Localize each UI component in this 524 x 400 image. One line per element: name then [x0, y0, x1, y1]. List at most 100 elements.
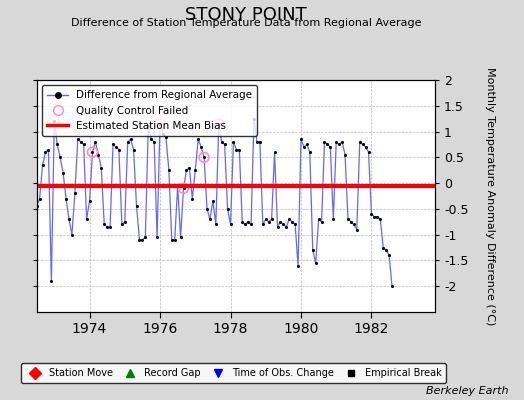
Point [170, 237, 179, 243]
Point [147, 136, 156, 142]
Point [50, 118, 59, 124]
Point [173, 182, 182, 189]
Point [156, 121, 164, 127]
Point [285, 216, 293, 222]
Point [179, 185, 188, 192]
Point [44, 146, 52, 153]
Point [32, 203, 41, 210]
Point [291, 221, 299, 228]
Point [36, 195, 44, 202]
Point [106, 224, 114, 230]
Point [62, 195, 70, 202]
Point [47, 278, 56, 284]
Point [165, 167, 173, 174]
Point [350, 221, 358, 228]
Point [309, 247, 317, 253]
Point [282, 224, 290, 230]
Point [41, 149, 50, 155]
Point [103, 224, 112, 230]
Point [144, 123, 152, 130]
Point [85, 198, 94, 204]
Point [29, 190, 38, 197]
Point [274, 224, 282, 230]
Point [53, 141, 61, 148]
Point [318, 218, 326, 225]
Point [364, 149, 373, 155]
Legend: Difference from Regional Average, Quality Control Failed, Estimated Station Mean: Difference from Regional Average, Qualit… [42, 85, 257, 136]
Point [323, 141, 332, 148]
Point [73, 136, 82, 142]
Point [82, 216, 91, 222]
Point [256, 139, 264, 145]
Point [270, 149, 279, 155]
Point [197, 144, 205, 150]
Point [230, 139, 238, 145]
Point [97, 164, 105, 171]
Point [200, 154, 208, 160]
Point [226, 221, 235, 228]
Point [118, 221, 126, 228]
Point [129, 146, 138, 153]
Point [370, 214, 379, 220]
Point [138, 237, 147, 243]
Point [235, 146, 244, 153]
Point [24, 152, 32, 158]
Point [38, 162, 47, 168]
Point [382, 247, 390, 253]
Point [206, 216, 214, 222]
Point [94, 152, 103, 158]
Point [65, 216, 73, 222]
Point [80, 141, 88, 148]
Point [259, 221, 267, 228]
Y-axis label: Monthly Temperature Anomaly Difference (°C): Monthly Temperature Anomaly Difference (… [485, 67, 495, 325]
Point [168, 237, 176, 243]
Point [356, 139, 364, 145]
Text: Berkeley Earth: Berkeley Earth [426, 386, 508, 396]
Point [314, 216, 323, 222]
Point [124, 139, 132, 145]
Point [367, 211, 376, 217]
Point [373, 214, 381, 220]
Point [379, 244, 387, 251]
Point [247, 221, 255, 228]
Point [223, 206, 232, 212]
Point [300, 144, 308, 150]
Point [362, 144, 370, 150]
Point [115, 146, 123, 153]
Point [77, 139, 85, 145]
Point [191, 167, 200, 174]
Point [341, 152, 349, 158]
Point [250, 116, 258, 122]
Point [279, 221, 288, 228]
Point [385, 252, 394, 258]
Point [194, 136, 202, 142]
Point [159, 131, 167, 137]
Point [177, 234, 185, 240]
Point [311, 260, 320, 266]
Point [344, 216, 352, 222]
Point [162, 134, 170, 140]
Point [126, 136, 135, 142]
Text: STONY POINT: STONY POINT [185, 6, 307, 24]
Point [200, 154, 208, 160]
Point [100, 221, 108, 228]
Point [244, 218, 253, 225]
Point [209, 198, 217, 204]
Point [214, 121, 223, 127]
Point [347, 218, 355, 225]
Point [179, 185, 188, 192]
Point [56, 154, 64, 160]
Point [18, 185, 26, 192]
Point [241, 221, 249, 228]
Point [329, 216, 337, 222]
Point [320, 139, 329, 145]
Point [88, 149, 96, 155]
Point [335, 141, 343, 148]
Point [71, 190, 79, 197]
Point [276, 218, 285, 225]
Point [353, 226, 361, 233]
Point [267, 216, 276, 222]
Legend: Station Move, Record Gap, Time of Obs. Change, Empirical Break: Station Move, Record Gap, Time of Obs. C… [20, 364, 446, 383]
Point [91, 139, 100, 145]
Point [185, 164, 193, 171]
